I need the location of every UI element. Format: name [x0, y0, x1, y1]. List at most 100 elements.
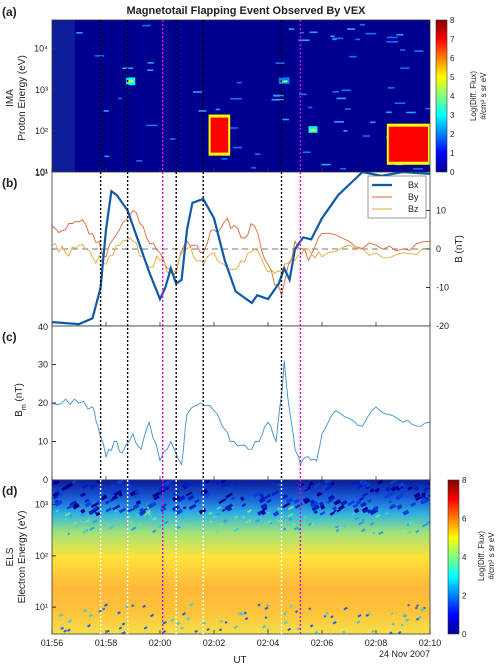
els-speckle [175, 508, 183, 516]
ima-count-streak [169, 138, 176, 140]
els-speckle [397, 482, 405, 489]
els-speckle [82, 608, 88, 613]
els-speckle [187, 494, 195, 501]
els-speckle [255, 518, 261, 523]
els-colorbar-units: #/cm² s sr eV [487, 532, 496, 580]
event-markers [99, 20, 302, 634]
els-speckle [218, 628, 223, 632]
els-ylabel-line2: Electron Energy (eV) [17, 511, 28, 604]
els-speckle [100, 508, 106, 512]
els-speckle [218, 498, 227, 505]
ima-features [126, 77, 430, 165]
els-speckle [240, 612, 244, 616]
els-speckle [54, 499, 63, 507]
ima-colorbar-tick: 0 [450, 168, 455, 177]
els-speckle [421, 491, 427, 497]
els-speckle [361, 518, 365, 522]
els-speckle [130, 522, 136, 527]
els-speckle [80, 512, 86, 517]
ima-count-streak [400, 67, 410, 69]
els-speckle [378, 530, 384, 536]
ima-count-streak [136, 160, 143, 162]
els-speckle [302, 526, 309, 531]
els-speckle [340, 499, 348, 507]
ima-streaks [52, 20, 430, 172]
els-speckle [110, 484, 115, 488]
els-speckle [69, 514, 73, 518]
panel-b-magnetic-components: 10¹ 40 -20 -10 0 10 B (nT) Bx By Bz [35, 168, 465, 332]
ima-count-streak [193, 91, 202, 93]
els-speckle [330, 481, 335, 486]
els-speckle [131, 604, 135, 608]
els-colorbar-label: Log(Diff. Flux) [477, 531, 486, 581]
els-speckle [276, 481, 283, 487]
els-speckle [233, 515, 239, 519]
els-speckle [183, 480, 190, 484]
els-ylabel-line1: ELS [5, 547, 16, 566]
els-speckle [63, 629, 67, 633]
els-speckle [189, 524, 192, 527]
ima-count-streak [344, 108, 351, 110]
els-speckle [354, 516, 360, 521]
els-speckle [245, 519, 252, 524]
els-speckle [230, 496, 236, 501]
els-speckle [408, 521, 413, 525]
els-speckle [64, 511, 71, 517]
els-speckle [330, 615, 334, 619]
els-speckle [359, 496, 365, 502]
els-speckle [374, 487, 381, 493]
els-speckle [355, 499, 362, 506]
els-speckle [147, 501, 157, 509]
ima-count-streak [332, 37, 343, 40]
els-speckle [416, 604, 419, 607]
els-speckle [122, 488, 128, 494]
c-y-tick-label: 30 [38, 360, 48, 370]
els-y-ticks: 10¹ 10² 10³ [35, 499, 56, 612]
els-speckle [418, 615, 422, 619]
els-speckle [66, 628, 71, 632]
els-speckle [385, 512, 389, 516]
els-speckle [338, 504, 345, 511]
els-speckle [80, 508, 86, 514]
els-speckle [375, 514, 381, 519]
els-speckle [288, 505, 294, 511]
els-speckle [303, 515, 308, 519]
ima-count-streak [330, 35, 335, 38]
els-speckle [203, 516, 207, 520]
els-speckle [90, 502, 99, 509]
ima-count-streak [321, 163, 331, 166]
els-speckle [134, 488, 143, 494]
legend-by-label: By [408, 192, 419, 202]
els-speckle [293, 498, 300, 505]
els-speckle [386, 489, 396, 498]
els-speckle [282, 527, 287, 531]
els-speckle [314, 630, 319, 634]
els-speckle [139, 507, 145, 513]
ima-count-streak [400, 49, 406, 51]
els-speckle [308, 607, 312, 611]
els-y-tick-label: 10² [35, 551, 48, 561]
els-speckle [308, 481, 314, 487]
els-speckle [152, 520, 156, 524]
els-speckle [390, 612, 394, 615]
ima-count-streak [117, 97, 122, 100]
els-speckle [426, 519, 430, 524]
b-right-tick-label: -10 [436, 283, 449, 293]
els-speckle [369, 506, 375, 511]
ima-count-streak [365, 32, 377, 35]
ima-count-streak [147, 62, 154, 64]
els-speckle [347, 500, 356, 506]
els-speckle [267, 520, 272, 524]
ima-count-streak [349, 55, 357, 58]
ima-count-streak [362, 135, 370, 137]
series-by [52, 209, 430, 297]
ima-no-data-region [52, 20, 75, 172]
els-speckle [158, 489, 165, 496]
els-speckle [259, 493, 264, 498]
ima-count-streak [359, 23, 366, 26]
ima-colorbar-tick: 7 [450, 35, 455, 44]
ima-count-streak [309, 31, 318, 34]
x-tick-label: 02:08 [365, 638, 388, 648]
els-speckle [260, 496, 266, 501]
c-y-tick-label: 20 [38, 398, 48, 408]
